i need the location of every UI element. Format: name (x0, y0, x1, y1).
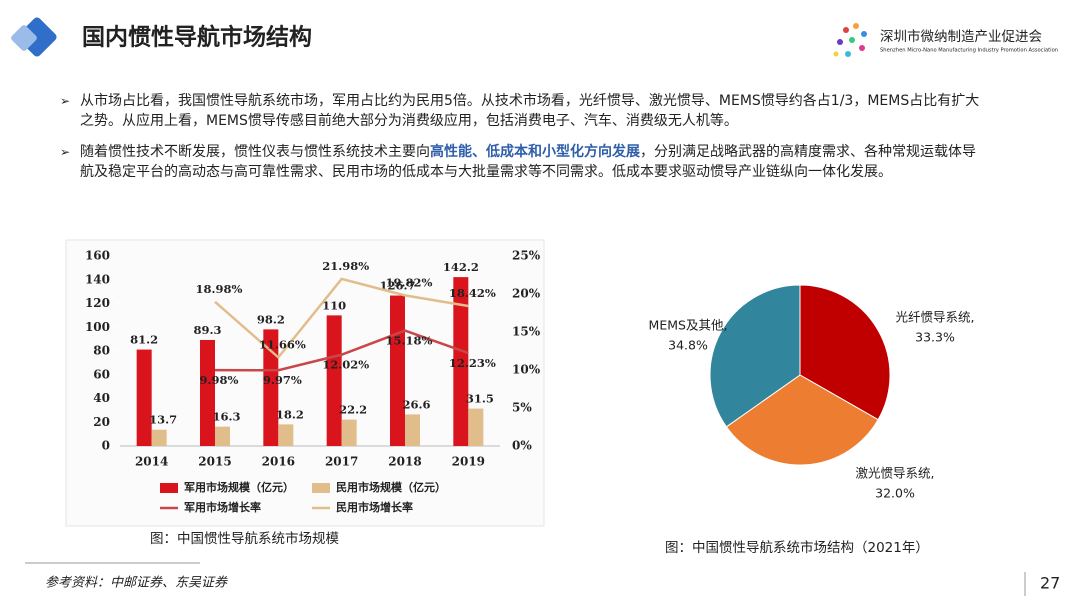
bar (405, 414, 420, 446)
x-tick-label: 2019 (452, 455, 485, 469)
bar-value-label: 16.3 (212, 410, 240, 424)
logo-diamond-light (11, 25, 37, 51)
bullet: 从市场占比看，我国惯性导航系统市场，军用占比约为民用5倍。从技术市场看，光纤惯导… (60, 92, 980, 131)
bar-value-label: 142.2 (443, 260, 479, 274)
pie-category-label: MEMS及其他, (649, 318, 728, 333)
x-tick-label: 2015 (198, 455, 231, 469)
page-number: 27 (1040, 574, 1060, 593)
line-value-label: 18.42% (449, 286, 496, 300)
pie-value-label: 34.8% (668, 338, 708, 353)
bar-value-label: 26.6 (402, 397, 430, 411)
legend-swatch (312, 483, 330, 493)
x-tick-label: 2016 (262, 455, 295, 469)
legend-label: 民用市场增长率 (336, 500, 413, 514)
y2-tick-label: 20% (512, 287, 541, 301)
y-tick-label: 100 (85, 320, 110, 334)
bar (468, 408, 484, 446)
legend-swatch (160, 483, 178, 493)
bar-value-label: 110 (322, 298, 346, 312)
line-value-label: 11.66% (259, 337, 306, 351)
line-value-label: 12.02% (322, 358, 369, 372)
line-value-label: 15.18% (386, 334, 433, 348)
bar-value-label: 13.7 (149, 413, 177, 427)
growth-line (214, 329, 469, 372)
bar-value-label: 89.3 (193, 323, 221, 337)
legend-label: 民用市场规模（亿元） (336, 480, 446, 494)
chart-caption: 图：中国惯性导航系统市场结构（2021年） (665, 539, 929, 556)
bar-value-label: 126.7 (379, 279, 415, 293)
y2-tick-label: 5% (512, 401, 532, 415)
bar (263, 329, 279, 446)
y2-tick-label: 25% (512, 249, 541, 263)
pie-category-label: 激光惯导系统, (856, 466, 935, 481)
line-value-label: 21.98% (322, 259, 369, 273)
org-name: 深圳市微纳制造产业促进会 (880, 28, 1042, 45)
y-tick-label: 140 (85, 272, 110, 286)
slide-title: 国内惯性导航市场结构 (82, 24, 312, 51)
pie-slice (709, 284, 801, 428)
legend-label: 军用市场规模（亿元） (184, 480, 294, 494)
bullet-text: 从市场占比看，我国惯性导航系统市场，军用占比约为民用5倍。从技术市场看，光纤惯导… (80, 93, 980, 129)
y2-tick-label: 15% (512, 325, 541, 339)
y-tick-label: 40 (93, 391, 110, 405)
bar-value-label: 22.2 (339, 403, 367, 417)
line-value-label: 9.97% (263, 373, 302, 387)
bar (278, 424, 294, 446)
pie-category-label: 光纤惯导系统, (896, 310, 975, 325)
bullet-text: 随着惯性技术不断发展，惯性仪表与惯性系统技术主要向 (80, 144, 430, 160)
org-name-en: Shenzhen Micro-Nano Manufacturing Indust… (880, 48, 1058, 54)
pie-slice (725, 374, 879, 466)
chart-caption: 图：中国惯性导航系统市场规模 (150, 530, 339, 547)
bar (341, 419, 357, 446)
source-note: 参考资料：中邮证券、东吴证券 (45, 576, 228, 591)
pie-value-label: 32.0% (875, 486, 915, 501)
line-value-label: 19.82% (386, 275, 433, 289)
y-tick-label: 60 (93, 367, 110, 381)
pie-value-label: 33.3% (915, 330, 955, 345)
x-tick-label: 2017 (325, 455, 358, 469)
y2-tick-label: 10% (512, 363, 541, 377)
bar-value-label: 98.2 (257, 312, 285, 326)
line-value-label: 9.98% (200, 373, 239, 387)
org-logo (833, 23, 867, 57)
growth-line (214, 277, 469, 360)
pie-slice (799, 284, 891, 421)
bar (390, 295, 405, 446)
bar-value-label: 18.2 (276, 407, 304, 421)
x-tick-label: 2014 (135, 455, 168, 469)
bar-value-label: 31.5 (466, 392, 494, 406)
bar (453, 277, 469, 446)
bar (200, 339, 215, 446)
bullet: 随着惯性技术不断发展，惯性仪表与惯性系统技术主要向高性能、低成本和小型化方向发展… (60, 143, 980, 182)
y-tick-label: 20 (93, 415, 110, 429)
bar (136, 349, 152, 446)
line-value-label: 12.23% (449, 356, 496, 370)
line-value-label: 18.98% (196, 282, 243, 296)
bullet-text: ，分别满足战略武器的高精度需求、各种常规运载体导航及稳定平台的高动态与高可靠性需… (80, 144, 976, 180)
y-tick-label: 80 (93, 344, 110, 358)
legend-label: 军用市场增长率 (184, 500, 261, 514)
bar-value-label: 81.2 (130, 333, 158, 347)
y2-tick-label: 0% (512, 439, 532, 453)
y-tick-label: 0 (102, 439, 110, 453)
bar (151, 429, 167, 446)
bullet-list: 从市场占比看，我国惯性导航系统市场，军用占比约为民用5倍。从技术市场看，光纤惯导… (60, 92, 980, 194)
y-tick-label: 160 (85, 249, 110, 263)
bar (215, 426, 230, 446)
x-tick-label: 2018 (388, 455, 421, 469)
highlight-text: 高性能、低成本和小型化方向发展 (430, 144, 640, 160)
bar (326, 315, 342, 446)
y-tick-label: 120 (85, 296, 110, 310)
